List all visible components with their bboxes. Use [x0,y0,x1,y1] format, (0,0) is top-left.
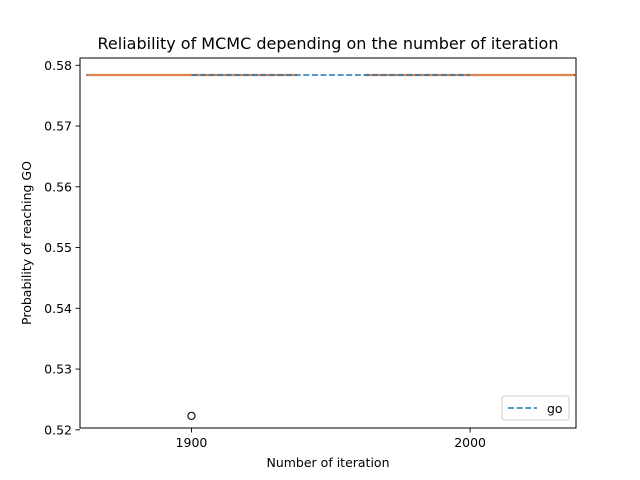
y-tick-label: 0.55 [44,240,72,255]
plot-area [80,58,576,428]
outlier-point [187,411,196,420]
x-tick-label: 1900 [176,435,208,450]
y-tick-label: 0.54 [44,301,72,316]
y-axis-ticks: 0.52 0.53 0.54 0.55 0.56 0.57 0.58 [44,58,80,437]
y-tick-label: 0.56 [44,179,72,194]
chart-title: Reliability of MCMC depending on the num… [98,34,559,53]
y-tick-label: 0.53 [44,362,72,377]
legend-label-go: go [547,401,563,416]
y-tick-label: 0.58 [44,58,72,73]
y-tick-label: 0.52 [44,422,72,437]
outliers-layer [187,411,196,420]
legend: go [501,395,570,421]
x-tick-label: 2000 [454,435,486,450]
y-axis-label: Probability of reaching GO [19,161,34,325]
y-tick-label: 0.57 [44,119,72,134]
x-axis-label: Number of iteration [266,455,389,470]
x-axis-ticks: 1900 2000 [176,428,486,450]
plot-frame [79,57,577,429]
